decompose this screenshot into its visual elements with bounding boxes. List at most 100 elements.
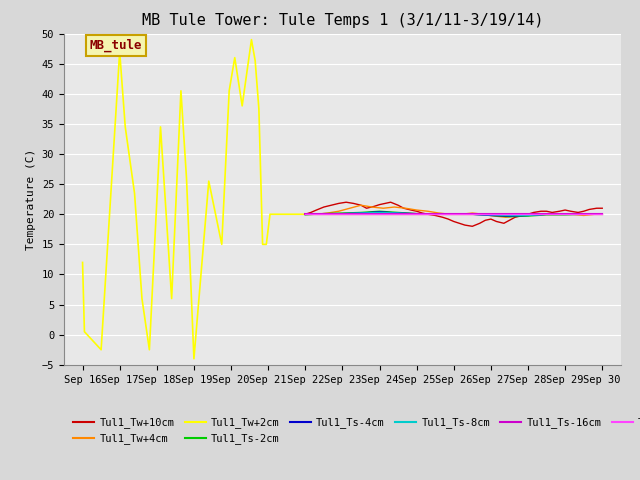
Line: Tul1_Ts-2cm: Tul1_Ts-2cm: [305, 211, 602, 216]
Tul1_Tw+2cm: [598, 211, 606, 217]
Tul1_Ts-16cm: [543, 211, 550, 217]
Tul1_Ts-32cm: [357, 211, 365, 217]
Tul1_Tw+10cm: [312, 207, 320, 213]
Tul1_Ts-32cm: [376, 211, 383, 217]
Tul1_Ts-16cm: [394, 211, 402, 217]
Tul1_Ts-4cm: [487, 213, 495, 218]
Tul1_Tw+10cm: [394, 203, 402, 208]
Tul1_Ts-4cm: [339, 211, 346, 216]
Tul1_Ts-4cm: [524, 213, 532, 218]
Tul1_Ts-32cm: [561, 211, 569, 217]
Tul1_Ts-16cm: [506, 211, 513, 217]
Tul1_Ts-2cm: [301, 212, 309, 218]
Tul1_Tw+10cm: [357, 203, 365, 208]
Tul1_Ts-8cm: [524, 213, 532, 218]
Tul1_Ts-8cm: [376, 210, 383, 216]
Tul1_Tw+10cm: [400, 205, 408, 211]
Tul1_Tw+10cm: [506, 217, 513, 223]
Y-axis label: Temperature (C): Temperature (C): [26, 149, 36, 250]
Tul1_Tw+4cm: [513, 213, 521, 219]
Tul1_Ts-8cm: [413, 211, 420, 217]
Tul1_Tw+2cm: [138, 296, 146, 301]
Tul1_Tw+2cm: [182, 175, 190, 181]
Tul1_Tw+4cm: [458, 211, 465, 217]
Tul1_Tw+4cm: [435, 210, 443, 216]
Tul1_Tw+2cm: [157, 124, 164, 130]
Tul1_Tw+10cm: [439, 215, 447, 220]
Tul1_Tw+2cm: [259, 241, 266, 247]
Line: Tul1_Tw+4cm: Tul1_Tw+4cm: [305, 205, 602, 217]
Tul1_Tw+2cm: [79, 260, 86, 265]
Tul1_Ts-16cm: [301, 211, 309, 217]
Tul1_Ts-4cm: [450, 211, 458, 217]
Tul1_Ts-4cm: [561, 211, 569, 217]
Line: Tul1_Ts-4cm: Tul1_Ts-4cm: [305, 212, 602, 216]
Tul1_Tw+4cm: [324, 210, 332, 216]
Tul1_Tw+4cm: [413, 207, 420, 213]
Tul1_Tw+10cm: [537, 208, 545, 214]
Tul1_Tw+10cm: [530, 210, 538, 216]
Tul1_Tw+4cm: [591, 211, 598, 217]
Tul1_Ts-32cm: [487, 211, 495, 217]
Tul1_Ts-32cm: [450, 211, 458, 217]
Tul1_Ts-2cm: [487, 213, 495, 218]
Tul1_Tw+10cm: [481, 217, 489, 223]
Tul1_Tw+10cm: [381, 201, 389, 206]
Line: Tul1_Ts-8cm: Tul1_Ts-8cm: [305, 213, 602, 216]
Tul1_Tw+10cm: [407, 207, 415, 213]
Tul1_Ts-32cm: [320, 211, 328, 217]
Tul1_Tw+10cm: [493, 218, 500, 224]
Tul1_Tw+2cm: [81, 329, 88, 335]
Tul1_Ts-2cm: [320, 211, 328, 216]
Tul1_Tw+2cm: [168, 296, 175, 301]
Tul1_Tw+2cm: [413, 211, 420, 217]
Tul1_Ts-2cm: [357, 210, 365, 216]
Tul1_Ts-2cm: [394, 210, 402, 216]
Tul1_Tw+10cm: [487, 216, 495, 222]
Tul1_Ts-8cm: [450, 211, 458, 217]
Tul1_Ts-16cm: [580, 211, 588, 217]
Tul1_Tw+2cm: [231, 55, 239, 60]
Tul1_Ts-2cm: [413, 211, 420, 216]
Tul1_Ts-16cm: [357, 211, 365, 217]
Tul1_Ts-4cm: [598, 211, 606, 217]
Tul1_Tw+10cm: [419, 210, 426, 216]
Tul1_Ts-4cm: [301, 211, 309, 217]
Tul1_Tw+10cm: [468, 223, 476, 229]
Tul1_Tw+10cm: [556, 208, 563, 214]
Tul1_Tw+4cm: [535, 211, 543, 217]
Tul1_Tw+2cm: [262, 241, 270, 247]
Tul1_Ts-4cm: [468, 211, 476, 217]
Tul1_Ts-8cm: [394, 210, 402, 216]
Tul1_Tw+10cm: [476, 220, 484, 226]
Tul1_Tw+4cm: [468, 210, 476, 216]
Tul1_Ts-2cm: [561, 212, 569, 218]
Tul1_Tw+10cm: [574, 210, 582, 216]
Tul1_Ts-32cm: [394, 211, 402, 217]
Tul1_Ts-4cm: [357, 210, 365, 216]
Tul1_Ts-8cm: [357, 210, 365, 216]
Tul1_Tw+10cm: [376, 202, 383, 207]
Tul1_Ts-8cm: [431, 211, 439, 217]
Tul1_Tw+2cm: [376, 211, 383, 217]
Tul1_Tw+2cm: [266, 211, 274, 217]
Tul1_Tw+10cm: [328, 203, 335, 208]
Tul1_Tw+10cm: [342, 199, 350, 205]
Tul1_Tw+10cm: [511, 215, 519, 220]
Tul1_Tw+10cm: [593, 205, 600, 211]
Tul1_Tw+2cm: [97, 347, 105, 353]
Tul1_Ts-8cm: [320, 211, 328, 217]
Tul1_Tw+10cm: [456, 220, 463, 226]
Tul1_Tw+4cm: [479, 211, 487, 217]
Tul1_Ts-32cm: [543, 211, 550, 217]
Tul1_Ts-8cm: [339, 211, 346, 216]
Tul1_Tw+2cm: [252, 58, 259, 63]
Tul1_Ts-16cm: [431, 211, 439, 217]
Line: Tul1_Tw+10cm: Tul1_Tw+10cm: [305, 202, 602, 226]
Tul1_Ts-16cm: [468, 211, 476, 217]
Tul1_Tw+10cm: [363, 205, 371, 211]
Tul1_Ts-4cm: [376, 209, 383, 215]
Tul1_Ts-4cm: [413, 211, 420, 216]
Tul1_Ts-8cm: [543, 211, 550, 217]
Text: MB_tule: MB_tule: [90, 39, 143, 52]
